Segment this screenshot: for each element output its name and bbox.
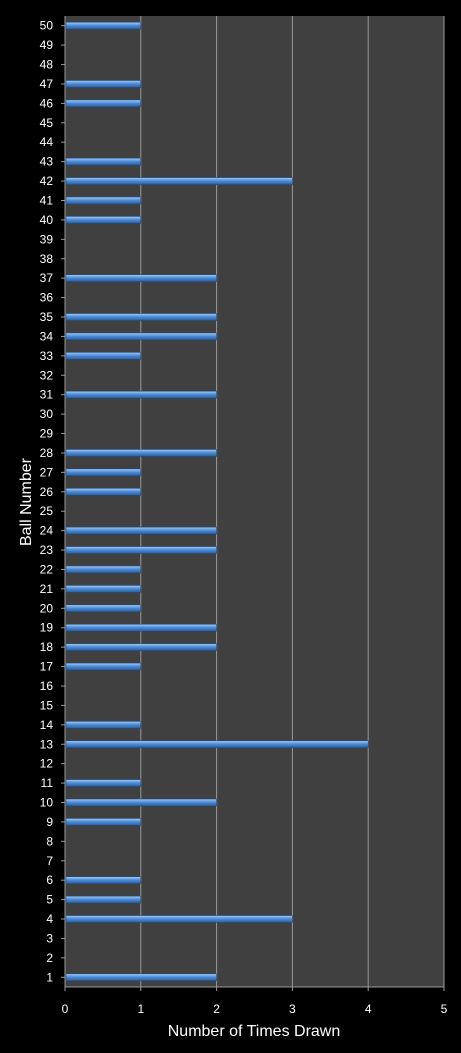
y-tick-label-50: 50 — [40, 19, 54, 33]
y-tick-label-15: 15 — [40, 698, 54, 712]
bar-ball-9 — [65, 818, 142, 826]
y-tick-label-22: 22 — [40, 562, 54, 576]
y-tick-label-2: 2 — [46, 951, 53, 965]
bar-ball-31 — [65, 390, 217, 399]
y-tick-label-38: 38 — [40, 252, 54, 266]
y-tick-label-13: 13 — [40, 737, 54, 751]
y-tick-label-1: 1 — [46, 970, 53, 984]
bar-ball-19 — [65, 623, 217, 632]
y-tick-label-47: 47 — [40, 77, 54, 91]
y-tick-label-18: 18 — [40, 640, 54, 654]
y-tick-label-12: 12 — [40, 757, 54, 771]
y-tick-label-5: 5 — [46, 893, 53, 907]
y-tick-label-7: 7 — [46, 854, 53, 868]
bar-ball-24 — [65, 526, 217, 535]
x-tick-label-0: 0 — [62, 1002, 69, 1016]
y-tick-label-26: 26 — [40, 485, 54, 499]
bar-ball-1 — [65, 973, 217, 982]
y-tick-label-19: 19 — [40, 621, 54, 635]
y-tick-label-30: 30 — [40, 407, 54, 421]
x-tick-label-5: 5 — [441, 1002, 448, 1016]
y-tick-label-10: 10 — [40, 796, 54, 810]
x-tick-label-4: 4 — [365, 1002, 372, 1016]
y-axis-title: Ball Number — [18, 457, 35, 546]
bar-ball-14 — [65, 721, 142, 729]
y-tick-label-44: 44 — [40, 135, 54, 149]
bar-ball-41 — [65, 196, 142, 205]
bar-ball-33 — [65, 352, 142, 360]
bar-ball-50 — [65, 21, 142, 30]
y-tick-label-32: 32 — [40, 368, 54, 382]
y-tick-label-37: 37 — [40, 271, 54, 285]
y-tick-label-43: 43 — [40, 155, 54, 169]
bar-ball-34 — [65, 332, 217, 341]
bar-ball-11 — [65, 779, 142, 787]
bar-ball-35 — [65, 313, 217, 321]
y-tick-label-48: 48 — [40, 58, 54, 72]
bar-ball-43 — [65, 157, 142, 166]
bar-ball-26 — [65, 487, 142, 496]
x-axis-tick-labels: 0 1 2 3 4 5 — [62, 987, 448, 1016]
y-tick-label-23: 23 — [40, 543, 54, 557]
bar-ball-23 — [65, 546, 217, 554]
y-tick-label-24: 24 — [40, 524, 54, 538]
y-tick-label-42: 42 — [40, 174, 54, 188]
y-tick-label-14: 14 — [40, 718, 54, 732]
y-tick-label-31: 31 — [40, 388, 54, 402]
y-tick-label-45: 45 — [40, 116, 54, 130]
y-tick-label-8: 8 — [46, 834, 53, 848]
y-axis-tick-labels: 1234567891011121314151617181920212223242… — [40, 19, 65, 984]
y-tick-label-36: 36 — [40, 291, 54, 305]
bar-ball-22 — [65, 565, 142, 574]
x-axis-title: Number of Times Drawn — [168, 1023, 341, 1040]
bar-ball-5 — [65, 895, 142, 904]
y-tick-label-46: 46 — [40, 96, 54, 110]
y-tick-label-33: 33 — [40, 349, 54, 363]
y-tick-label-9: 9 — [46, 815, 53, 829]
bar-ball-18 — [65, 643, 217, 651]
bar-ball-6 — [65, 876, 142, 884]
y-tick-label-27: 27 — [40, 465, 54, 479]
bar-ball-17 — [65, 662, 142, 671]
y-tick-label-40: 40 — [40, 213, 54, 227]
x-tick-label-1: 1 — [137, 1002, 144, 1016]
bar-ball-4 — [65, 915, 293, 923]
y-tick-label-25: 25 — [40, 504, 54, 518]
bar-ball-21 — [65, 585, 142, 593]
y-tick-label-34: 34 — [40, 329, 54, 343]
y-tick-label-11: 11 — [41, 776, 54, 790]
y-tick-label-49: 49 — [40, 38, 54, 52]
y-tick-label-17: 17 — [40, 660, 54, 674]
y-tick-label-16: 16 — [40, 679, 54, 693]
x-tick-label-2: 2 — [213, 1002, 220, 1016]
bar-ball-46 — [65, 99, 142, 108]
bar-ball-28 — [65, 449, 217, 457]
bar-ball-40 — [65, 216, 142, 224]
y-tick-label-29: 29 — [40, 427, 54, 441]
y-tick-label-4: 4 — [46, 912, 53, 926]
bar-ball-13 — [65, 740, 369, 749]
y-tick-label-41: 41 — [40, 193, 54, 207]
y-tick-label-6: 6 — [46, 873, 53, 887]
bar-ball-47 — [65, 80, 142, 88]
y-tick-label-21: 21 — [40, 582, 54, 596]
bar-ball-42 — [65, 177, 293, 185]
y-tick-label-3: 3 — [46, 931, 53, 945]
bar-ball-37 — [65, 274, 217, 282]
bar-ball-10 — [65, 798, 217, 807]
y-tick-label-20: 20 — [40, 601, 54, 615]
bar-ball-20 — [65, 604, 142, 613]
x-tick-label-3: 3 — [289, 1002, 296, 1016]
y-tick-label-35: 35 — [40, 310, 54, 324]
bar-ball-27 — [65, 468, 142, 477]
y-tick-label-28: 28 — [40, 446, 54, 460]
y-tick-label-39: 39 — [40, 232, 54, 246]
bars — [65, 21, 369, 982]
